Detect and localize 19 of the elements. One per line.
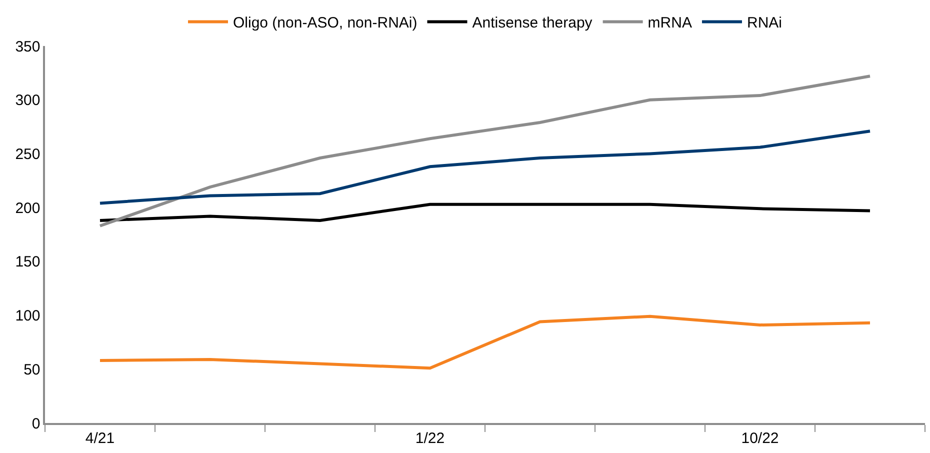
- y-tick-label: 50: [24, 361, 40, 378]
- y-tick-label: 350: [15, 38, 40, 56]
- y-tick-label: 150: [15, 254, 40, 271]
- line-series: [98, 74, 872, 228]
- x-tick-label: 1/22: [415, 430, 445, 447]
- y-tick-label: 100: [15, 308, 40, 325]
- y-tick-label: 300: [15, 92, 40, 110]
- line-series: [98, 130, 872, 205]
- legend-label: RNAi: [746, 14, 782, 32]
- legend-label: Antisense therapy: [472, 14, 593, 32]
- x-tick-label: 4/21: [85, 430, 115, 447]
- legend-label: mRNA: [648, 14, 692, 32]
- line-series: [98, 202, 872, 222]
- x-tick-label: 10/22: [741, 430, 779, 447]
- y-tick-label: 0: [32, 415, 40, 432]
- y-tick-label: 250: [15, 146, 40, 163]
- y-tick-label: 200: [15, 200, 40, 217]
- legend-label: Oligo (non-ASO, non-RNAi): [233, 14, 418, 32]
- line-series: [98, 314, 872, 370]
